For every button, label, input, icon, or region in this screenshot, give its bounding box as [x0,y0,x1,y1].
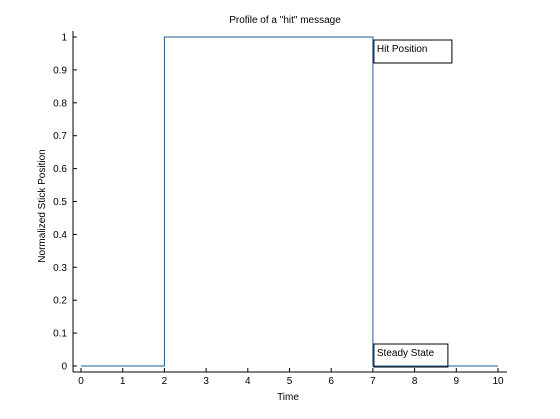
x-tick-label: 0 [78,376,84,387]
annotations-layer: Hit Position Steady State [373,39,453,368]
y-tick-label: 0.7 [53,131,67,142]
annotation-box [373,343,449,368]
y-tick-label: 0 [61,362,67,373]
x-tick-label: 3 [203,376,209,387]
x-tick-label: 8 [412,376,418,387]
annotation-text: Steady State [377,348,435,359]
y-tick-label: 0.8 [53,98,67,109]
y-tick-label: 0.1 [53,329,67,340]
x-tick-label: 1 [120,376,126,387]
series-line [81,36,498,367]
x-tick-label: 10 [492,376,504,387]
y-tick-label: 0.6 [53,164,67,175]
x-tick-label: 2 [162,376,168,387]
x-tick-label: 7 [370,376,376,387]
y-tick-label: 0.2 [53,296,67,307]
y-tick-label: 0.4 [53,230,67,241]
y-tick-label: 0.5 [53,197,67,208]
y-tick-label: 1 [61,33,67,44]
x-axis-label: Time [277,392,299,403]
y-tick-label: 0.9 [53,65,67,76]
x-tick-label: 9 [454,376,460,387]
annotation-text: Hit Position [377,44,428,55]
plot-area [73,31,507,372]
chart-title: Profile of a "hit" message [229,15,341,26]
x-tick-label: 6 [328,376,334,387]
x-tick-label: 5 [287,376,293,387]
x-tick-label: 4 [245,376,251,387]
y-tick-label: 0.3 [53,263,67,274]
ticks-layer: 0 1 2 3 4 5 6 7 8 9 10 0 0.1 0.2 0.3 0.4 0.5 0.6 0.7 0.8 0.9… [53,33,504,388]
y-axis-label: Normalized Stick Position [37,149,48,262]
annotation-box [373,39,453,64]
series-layer [81,36,498,367]
